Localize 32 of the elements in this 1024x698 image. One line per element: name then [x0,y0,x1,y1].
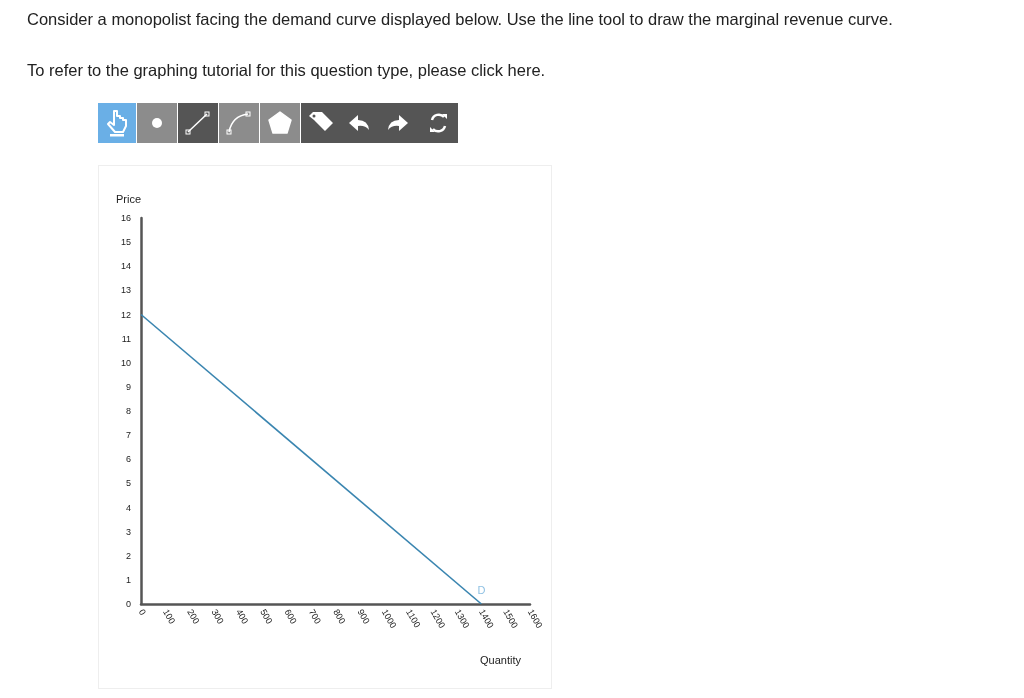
y-tick-label: 3 [125,526,131,537]
x-tick-label: 900 [355,607,372,626]
y-tick-label: 10 [120,357,131,368]
y-tick-label: 7 [125,430,131,441]
y-tick-label: 8 [125,406,131,416]
y-tick-label: 5 [125,478,131,489]
annotation: D [477,584,486,596]
y-tick-label: 6 [125,454,131,465]
x-tick-label: 100 [160,607,178,626]
y-tick-label: 1 [125,574,131,585]
x-axis-title: Quantity [480,653,522,666]
y-tick-label: 0 [125,599,131,609]
x-tick-label: 700 [306,607,324,626]
x-tick-label: 0 [136,607,148,617]
y-tick-label: 16 [120,213,131,223]
y-tick-label: 15 [120,237,131,248]
y-tick-label: 12 [120,309,131,320]
x-tick-label: 800 [331,607,348,626]
y-tick-label: 9 [125,381,131,392]
x-tick-label: 300 [209,607,226,626]
y-tick-label: 11 [121,333,131,344]
y-tick-label: 4 [125,502,131,513]
x-tick-label: 200 [185,607,202,626]
chart-title: Consider a monopolist facing the demand curve displayed below. Use the line tool to draw the marginal revenue curve. [27,10,893,29]
x-tick-label: 400 [233,607,251,626]
x-tick-label: 600 [282,607,299,626]
y-tick-label: 2 [125,550,131,561]
y-tick-label: 13 [120,285,131,296]
x-tick-label: 500 [258,607,275,626]
chart-subtitle: To refer to the graphing tutorial for this question type, please click here. [27,61,546,80]
y-axis-title: Price [115,192,141,205]
y-tick-label: 14 [120,261,131,272]
